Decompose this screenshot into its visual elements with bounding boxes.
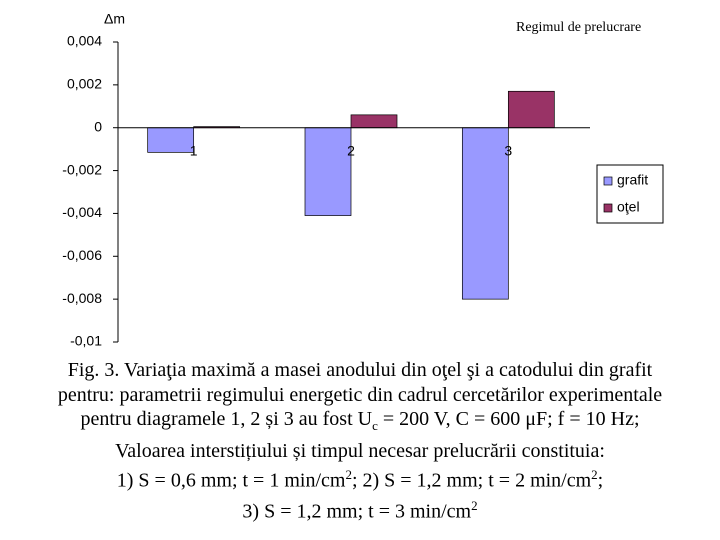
x-axis-label: Regimul de prelucrare: [516, 20, 641, 35]
y-tick-label: -0,002: [62, 161, 102, 177]
caption-text: ; 2) S = 1,2 mm; t = 2 min/cm: [351, 470, 592, 493]
y-tick-label: 0,004: [67, 33, 102, 49]
legend-box: [596, 164, 664, 224]
legend-label: oţel: [617, 199, 640, 215]
bar: [350, 114, 398, 129]
caption-sup: 2: [591, 467, 598, 483]
caption-text: = 200 V, C = 600 μF; f = 10 Hz;: [377, 408, 640, 431]
y-tick-label: -0,008: [62, 290, 102, 306]
bar: [461, 127, 509, 300]
caption-sup: 2: [345, 467, 352, 483]
caption-line: pentru diagramele 1, 2 și 3 au fost Uc =…: [0, 407, 720, 439]
caption-line: Fig. 3. Variaţia maximă a masei anodului…: [67, 359, 653, 381]
legend-swatch: [603, 176, 613, 186]
legend-swatch: [603, 203, 613, 213]
caption-text: 3) S = 1,2 mm; t = 3 min/cm: [242, 500, 472, 523]
caption-line: 1) S = 0,6 mm; t = 1 min/cm2; 2) S = 1,2…: [0, 463, 720, 493]
caption-line: pentru: parametrii regimului energetic d…: [57, 383, 663, 406]
y-tick-label: 0: [94, 118, 102, 134]
caption-text: 1) S = 0,6 mm; t = 1 min/cm: [116, 470, 346, 493]
caption-line: 3) S = 1,2 mm; t = 3 min/cm2: [0, 494, 720, 524]
caption-line: Valoarea interstițiului și timpul necesa…: [115, 439, 605, 462]
caption-sup: 2: [471, 497, 478, 513]
bar: [147, 127, 195, 153]
caption-text: ;: [597, 470, 604, 493]
x-tick-label: 3: [504, 142, 512, 158]
y-tick-label: -0,004: [62, 204, 102, 220]
y-tick-label: -0,006: [62, 247, 102, 263]
legend-label: grafit: [617, 172, 648, 188]
caption: Fig. 3. Variaţia maximă a masei anodului…: [0, 358, 720, 524]
y-tick-label: 0,002: [67, 76, 102, 92]
caption-sub: c: [372, 418, 378, 434]
x-tick-label: 2: [347, 142, 355, 158]
chart: Δm Regimul de prelucrare 0,004 0,002 0 -0,0…: [62, 11, 664, 349]
y-tick-label: -0,01: [70, 333, 102, 349]
bar: [507, 90, 555, 129]
x-tick-label: 1: [190, 142, 198, 158]
y-axis-label: Δm: [104, 11, 125, 27]
bar: [304, 127, 352, 216]
caption-text: pentru diagramele 1, 2 și 3 au fost U: [80, 408, 373, 431]
